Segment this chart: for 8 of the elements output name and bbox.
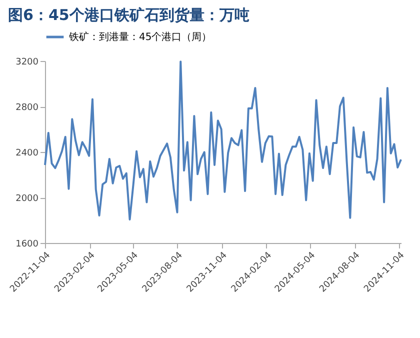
y-tick-label: 2800	[16, 103, 39, 113]
y-tick-label: 2000	[16, 194, 39, 204]
chart-title: 图6：45个港口铁矿石到货量：万吨	[8, 6, 250, 24]
line-series	[44, 60, 402, 220]
y-tick-label: 3200	[16, 58, 39, 68]
legend-label: 铁矿：到港量：45个港口（周）	[68, 31, 212, 43]
y-tick-label: 2400	[16, 148, 39, 158]
y-tick-label: 1600	[16, 240, 39, 250]
